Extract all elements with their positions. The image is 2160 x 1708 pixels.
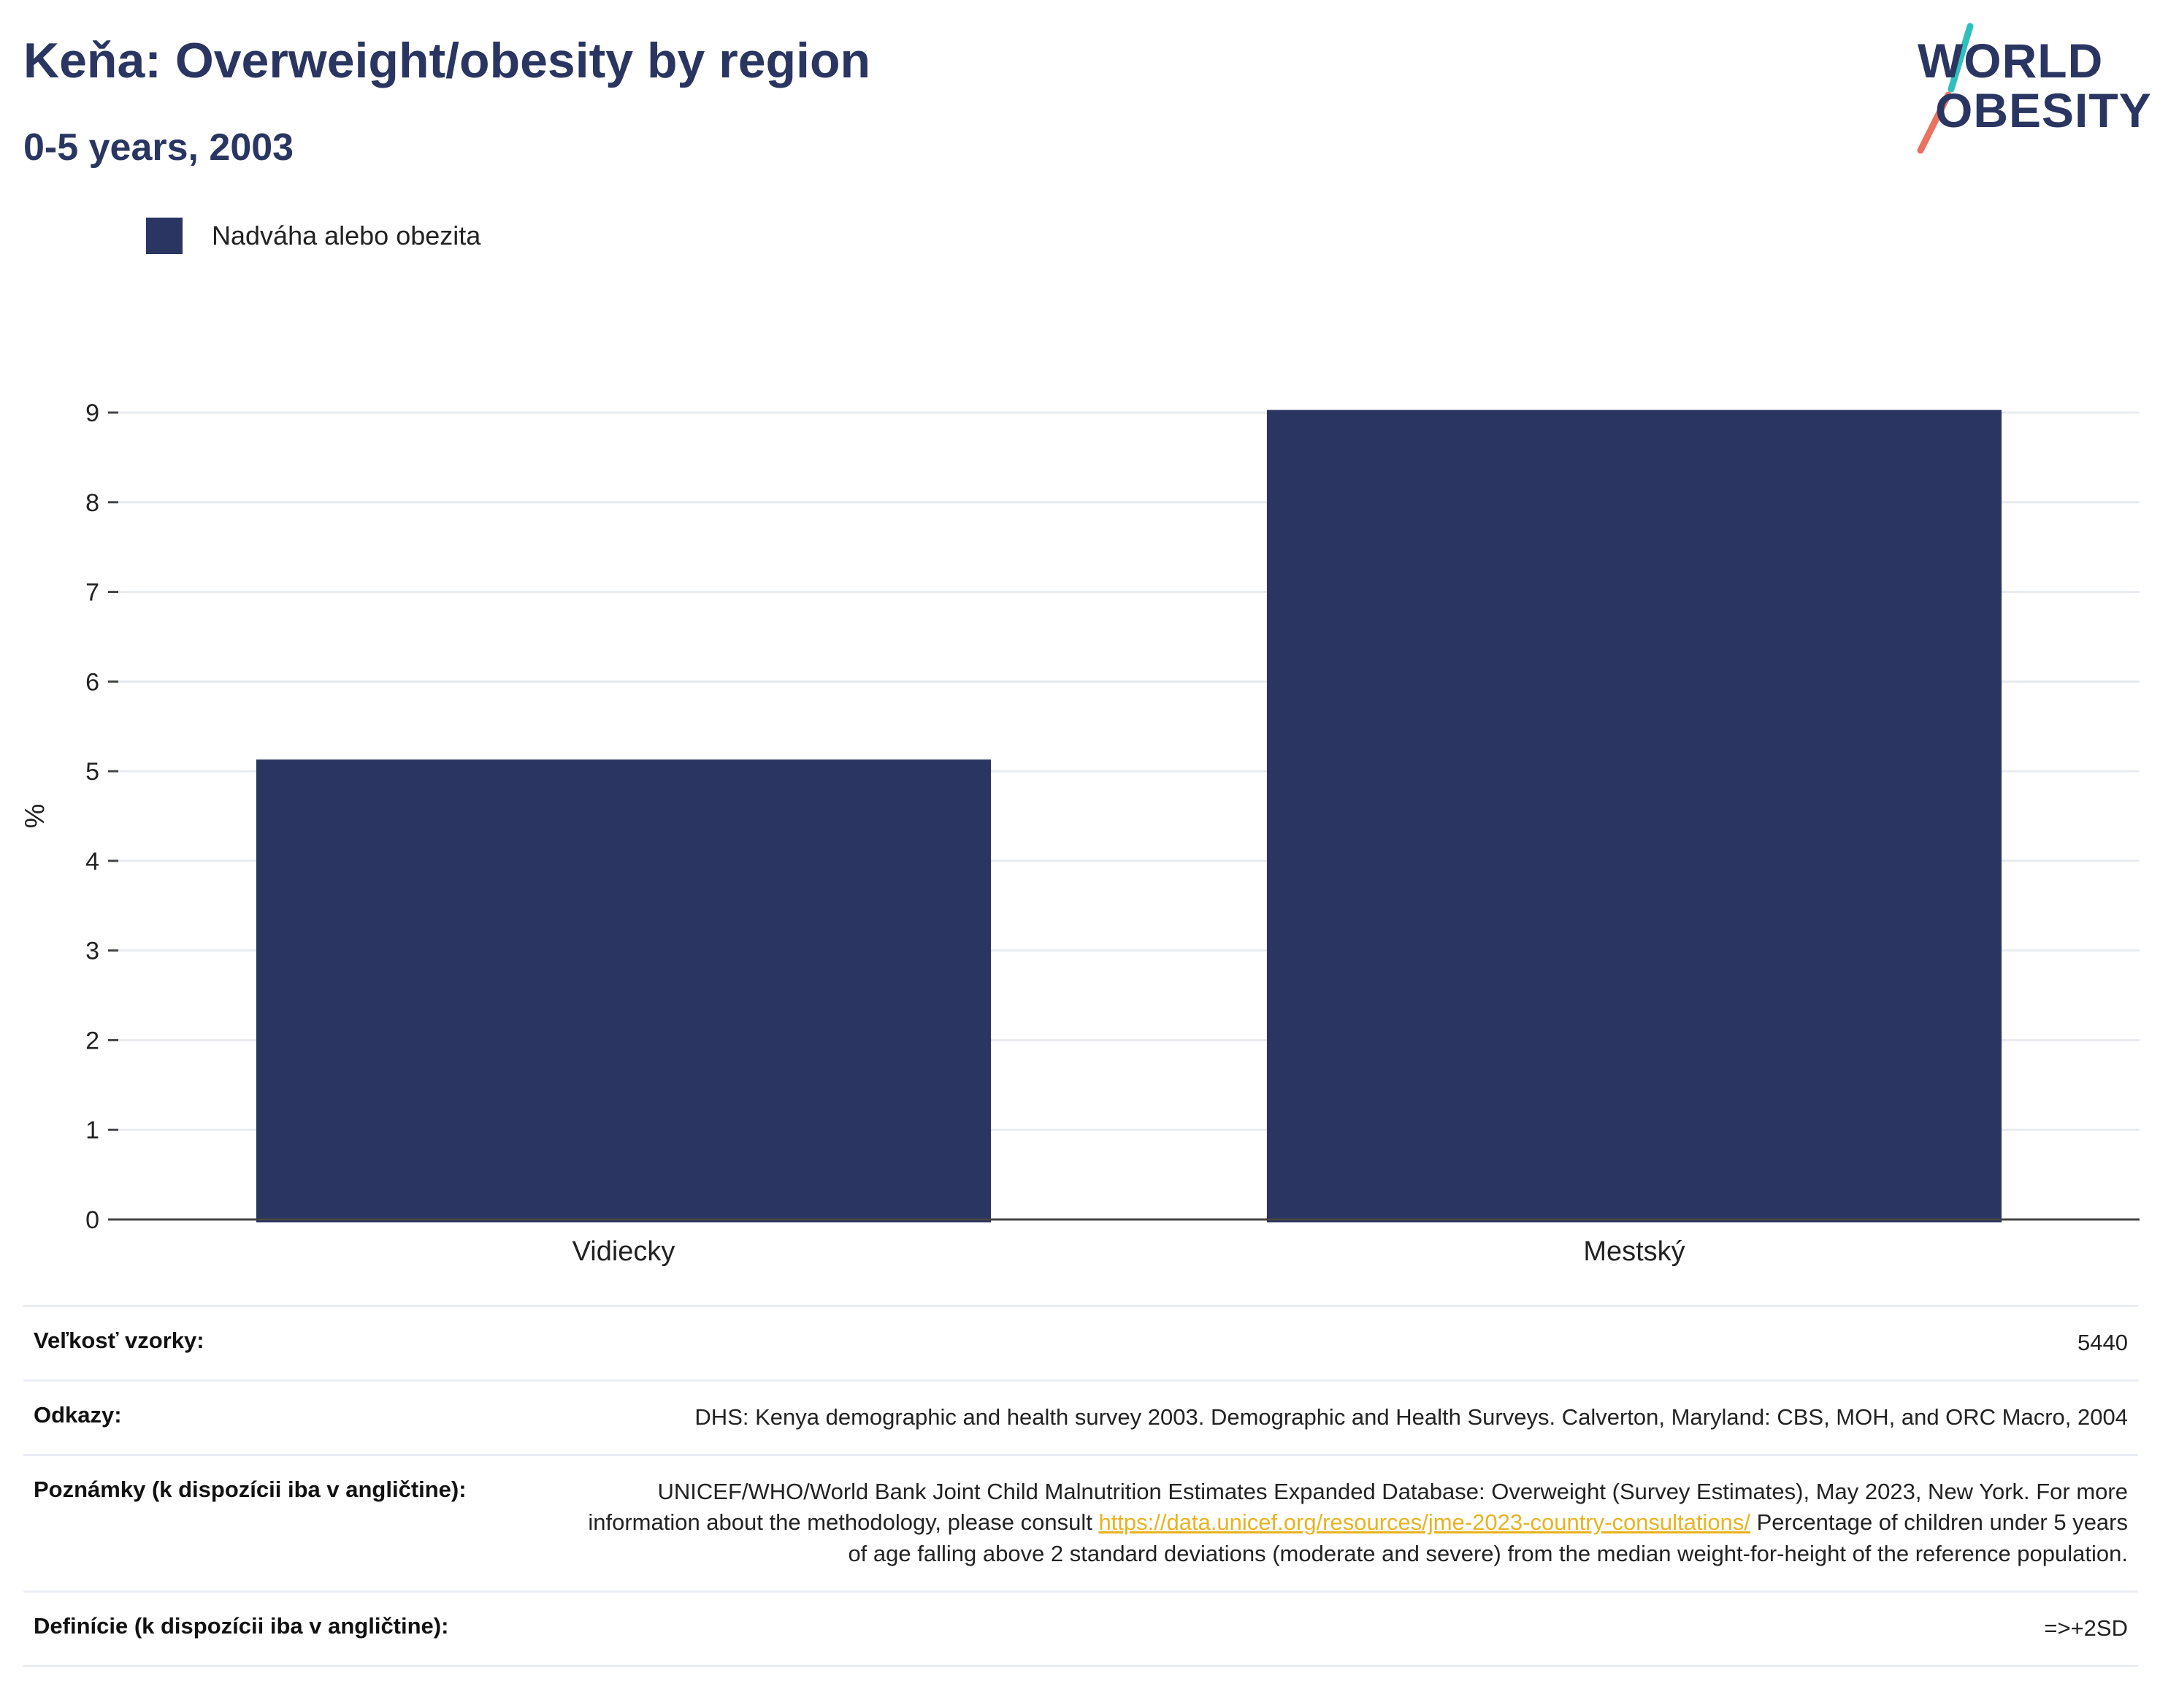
legend: Nadváha alebo obezita: [146, 218, 480, 254]
notes-text-after: Percentage of children under 5 years of …: [848, 1509, 2128, 1567]
notes-row: Poznámky (k dispozícii iba v angličtine)…: [23, 1453, 2138, 1590]
y-tick-label: 6: [85, 668, 99, 696]
x-tick-label: Vidiecky: [572, 1236, 675, 1267]
y-tick-label: 4: [85, 848, 99, 876]
world-obesity-logo: WORLD OBESITY: [1899, 20, 2151, 156]
legend-label: Nadváha alebo obezita: [212, 221, 481, 250]
logo-text-obesity: OBESITY: [1935, 83, 2152, 137]
references-label: Odkazy:: [34, 1401, 122, 1428]
sample-size-value: 5440: [2077, 1330, 2128, 1355]
bar: [1266, 410, 2002, 1222]
y-tick-label: 8: [85, 489, 99, 517]
metadata-table: Veľkosť vzorky: 5440 Odkazy: DHS: Kenya …: [23, 1305, 2138, 1667]
y-tick-label: 3: [85, 938, 99, 965]
definitions-row: Definície (k dispozícii iba v angličtine…: [23, 1590, 2138, 1667]
notes-link[interactable]: https://data.unicef.org/resources/jme-20…: [1098, 1509, 1751, 1536]
bar: [256, 759, 992, 1222]
sample-size-label: Veľkosť vzorky:: [34, 1328, 204, 1353]
notes-label: Poznámky (k dispozícii iba v angličtine)…: [34, 1476, 467, 1502]
sample-size-row: Veľkosť vzorky: 5440: [23, 1305, 2138, 1379]
references-row: Odkazy: DHS: Kenya demographic and healt…: [23, 1379, 2138, 1454]
definitions-value: =>+2SD: [2044, 1615, 2128, 1641]
bar-chart: 0 1 2 3 4 5 6 7 8 9 Vidiecky Mestský%: [20, 399, 2140, 1267]
notes-value: UNICEF/WHO/World Bank Joint Child Malnut…: [580, 1477, 2128, 1570]
y-tick-label: 2: [85, 1027, 99, 1054]
legend-swatch: [146, 218, 183, 254]
page-subtitle: 0-5 years, 2003: [23, 126, 294, 169]
y-tick-label: 0: [85, 1206, 99, 1234]
y-tick-label: 9: [85, 399, 99, 427]
definitions-label: Definície (k dispozícii iba v angličtine…: [34, 1612, 449, 1639]
y-axis-label: %: [20, 804, 50, 829]
y-tick-label: 7: [85, 579, 99, 607]
logo-text-world: WORLD: [1918, 34, 2104, 88]
logo-slash-icon: [1917, 23, 1974, 154]
y-tick-label: 1: [85, 1117, 99, 1144]
references-value: DHS: Kenya demographic and health survey…: [694, 1403, 2128, 1430]
y-tick-label: 5: [85, 758, 99, 786]
notes-text-before: UNICEF/WHO/World Bank Joint Child Malnut…: [588, 1478, 2128, 1536]
x-tick-label: Mestský: [1583, 1236, 1685, 1267]
page-title: Keňa: Overweight/obesity by region: [23, 33, 871, 88]
